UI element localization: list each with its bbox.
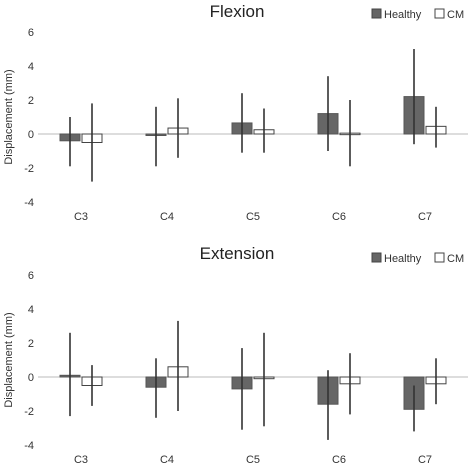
y-tick-label-1-5: 6: [28, 270, 34, 282]
y-axis-label-1: Displacement (mm): [3, 312, 15, 407]
x-tick-label-1-4: C7: [418, 454, 432, 466]
y-tick-label-1-3: 2: [28, 338, 34, 350]
y-tick-label-1-0: -4: [24, 440, 34, 452]
y-tick-label-0-0: -4: [24, 197, 34, 209]
x-tick-label-0-2: C5: [246, 211, 260, 223]
legend-label-1-1: CM: [447, 253, 464, 265]
x-tick-label-1-0: C3: [74, 454, 88, 466]
y-tick-label-1-4: 4: [28, 304, 34, 316]
legend-swatch-1-0: [371, 252, 382, 263]
x-tick-label-0-1: C4: [160, 211, 174, 223]
legend-label-0-0: Healthy: [384, 9, 422, 21]
y-tick-label-1-1: -2: [24, 406, 34, 418]
x-tick-label-1-1: C4: [160, 454, 174, 466]
legend-label-0-1: CM: [447, 9, 464, 21]
y-axis-label-0: Displacement (mm): [3, 69, 15, 164]
legend-swatch-0-1: [434, 8, 445, 19]
y-tick-label-0-2: 0: [28, 129, 34, 141]
x-tick-label-0-0: C3: [74, 211, 88, 223]
chart-title-1: Extension: [200, 244, 275, 263]
y-tick-label-0-3: 2: [28, 95, 34, 107]
y-tick-label-0-4: 4: [28, 61, 34, 73]
legend-label-1-0: Healthy: [384, 253, 422, 265]
y-tick-label-0-1: -2: [24, 163, 34, 175]
legend-swatch-1-1: [434, 252, 445, 263]
x-tick-label-1-3: C6: [332, 454, 346, 466]
x-tick-label-1-2: C5: [246, 454, 260, 466]
x-tick-label-0-3: C6: [332, 211, 346, 223]
x-tick-label-0-4: C7: [418, 211, 432, 223]
y-tick-label-1-2: 0: [28, 372, 34, 384]
legend-swatch-0-0: [371, 8, 382, 19]
chart-title-0: Flexion: [210, 2, 265, 21]
y-tick-label-0-5: 6: [28, 27, 34, 39]
